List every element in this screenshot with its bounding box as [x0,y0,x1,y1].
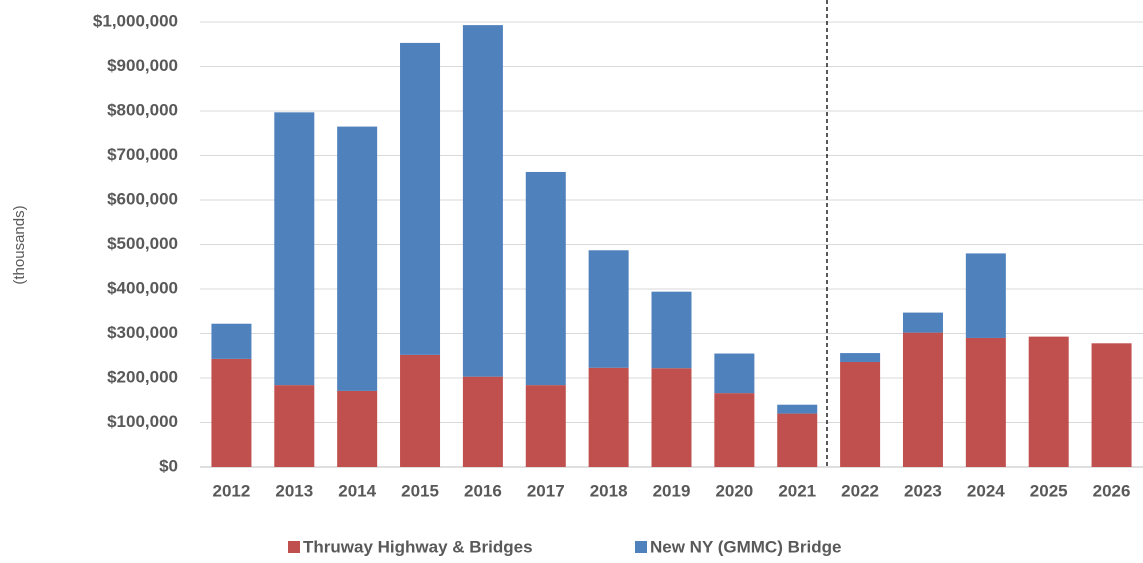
bar-segment [651,368,692,467]
bar-segment [651,291,692,369]
bar-segment [337,126,378,391]
x-tick-label: 2023 [904,481,942,500]
x-tick-label: 2026 [1093,481,1131,500]
x-tick-label: 2024 [967,481,1005,500]
y-tick-label: $1,000,000 [93,11,178,30]
bar-segment [400,354,441,467]
bar-segment [902,332,943,467]
x-tick-label: 2012 [213,481,251,500]
bar-segment [902,312,943,333]
x-tick-label: 2015 [401,481,439,500]
bar-segment [965,337,1006,467]
x-tick-label: 2022 [841,481,879,500]
y-tick-label: $400,000 [107,278,178,297]
bar-segment [588,367,629,467]
legend-label: New NY (GMMC) Bridge [650,537,841,556]
bar-segment [525,385,566,467]
bar-segment [337,390,378,467]
y-tick-label: $600,000 [107,189,178,208]
bar-segment [525,171,566,386]
bar-segment [274,112,315,386]
bar-segment [462,376,503,467]
bar-segment [211,358,252,467]
y-tick-label: $300,000 [107,323,178,342]
y-tick-label: $500,000 [107,234,178,253]
legend-swatch [635,541,647,553]
y-tick-label: $900,000 [107,56,178,75]
y-tick-label: $100,000 [107,412,178,431]
x-tick-label: 2025 [1030,481,1068,500]
y-axis-label: (thousands) [11,205,28,284]
bar-segment [211,323,252,359]
bar-segment [714,353,755,394]
y-tick-label: $200,000 [107,367,178,386]
bar-segment [840,361,881,467]
bar-segment [777,404,818,414]
x-tick-label: 2017 [527,481,565,500]
x-tick-label: 2013 [275,481,313,500]
y-tick-label: $0 [159,456,178,475]
bar-segment [1091,343,1132,467]
y-tick-label: $700,000 [107,145,178,164]
bar-segment [462,25,503,377]
bar-segment [400,42,441,355]
x-tick-label: 2020 [715,481,753,500]
y-tick-label: $800,000 [107,100,178,119]
x-tick-label: 2016 [464,481,502,500]
x-tick-label: 2014 [338,481,376,500]
bar-segment [588,250,629,368]
bar-segment [714,393,755,467]
bar-segment [274,385,315,467]
x-tick-label: 2018 [590,481,628,500]
x-tick-label: 2019 [653,481,691,500]
legend-swatch [288,541,300,553]
bar-segment [965,253,1006,338]
x-tick-label: 2021 [778,481,816,500]
bar-segment [840,353,881,362]
bar-segment [777,413,818,467]
legend-label: Thruway Highway & Bridges [303,537,533,556]
bar-segment [1028,336,1069,467]
